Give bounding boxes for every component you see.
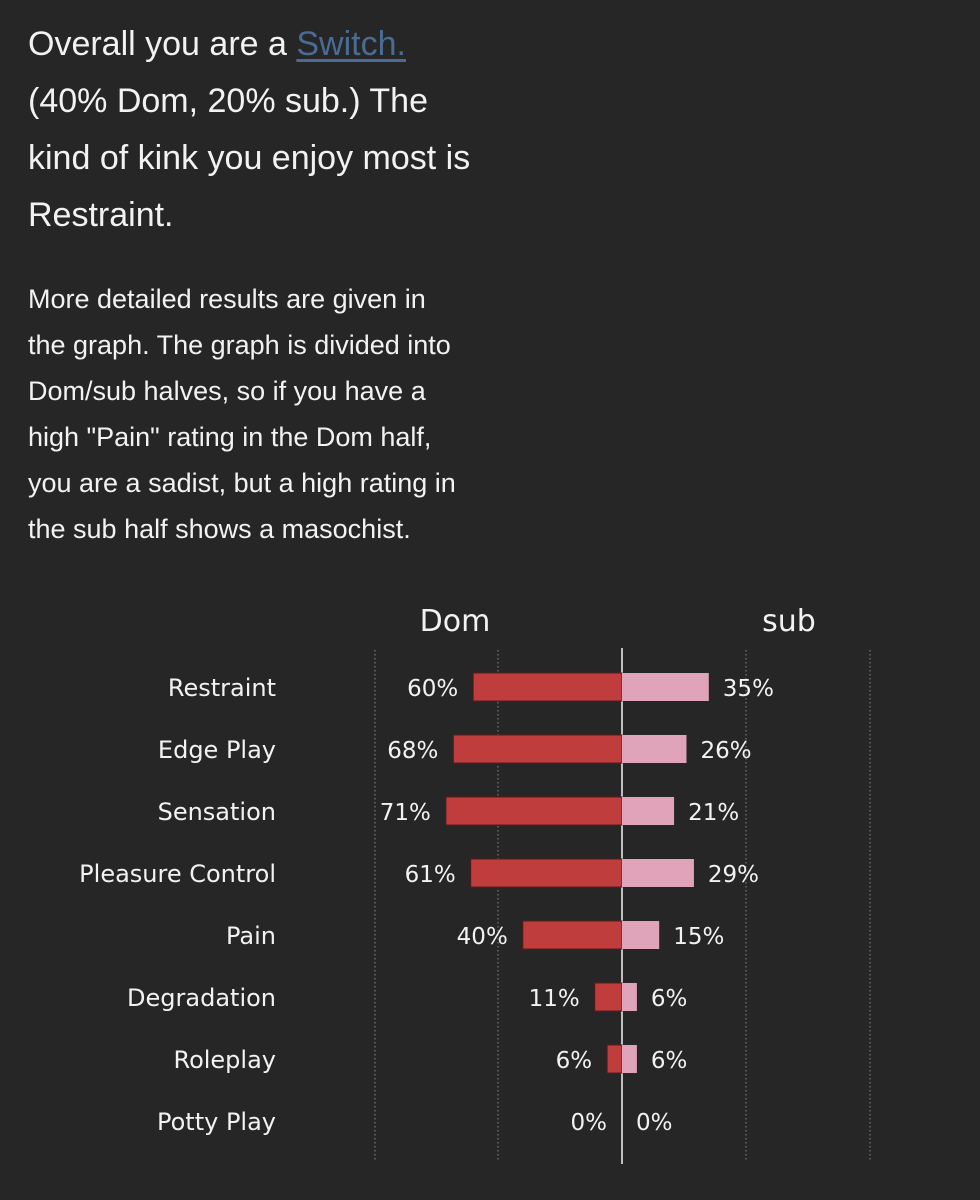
category-label: Pain bbox=[226, 922, 276, 950]
sub-bar bbox=[622, 1045, 637, 1073]
sub-value-label: 6% bbox=[651, 1048, 688, 1074]
sub-bar bbox=[622, 673, 709, 701]
category-label: Edge Play bbox=[158, 736, 276, 764]
dom-bar bbox=[522, 920, 623, 950]
summary-line4: Restraint. bbox=[28, 196, 174, 234]
kink-chart: Dom sub Restraint 60% 35% Edge Play 68% 26% Sens… bbox=[79, 604, 871, 1164]
dom-bar bbox=[445, 796, 623, 826]
sub-value-label: 26% bbox=[700, 738, 751, 764]
switch-link[interactable]: Switch. bbox=[296, 25, 406, 63]
dom-value-label: 0% bbox=[571, 1110, 608, 1136]
dom-value-label: 6% bbox=[556, 1048, 593, 1074]
sub-value-label: 6% bbox=[651, 986, 688, 1012]
dom-value-label: 61% bbox=[405, 862, 456, 888]
category-label: Pleasure Control bbox=[79, 860, 276, 888]
sub-bar bbox=[622, 859, 694, 887]
sub-value-label: 35% bbox=[723, 676, 774, 702]
dom-bar bbox=[470, 858, 623, 888]
category-label: Sensation bbox=[158, 798, 276, 826]
details-line4: high "Pain" rating in the Dom half, bbox=[28, 422, 432, 452]
details-line6: the sub half shows a masochist. bbox=[28, 514, 411, 544]
category-label: Restraint bbox=[168, 674, 276, 702]
sub-bar bbox=[622, 921, 660, 949]
category-label: Degradation bbox=[127, 984, 276, 1012]
sub-bar bbox=[622, 983, 637, 1011]
dom-value-label: 60% bbox=[407, 676, 458, 702]
sub-value-label: 0% bbox=[636, 1110, 673, 1136]
details-line2: the graph. The graph is divided into bbox=[28, 330, 451, 360]
sub-value-label: 29% bbox=[708, 862, 759, 888]
category-label: Potty Play bbox=[157, 1108, 276, 1136]
summary-prefix: Overall you are a bbox=[28, 25, 297, 63]
details-text: More detailed results are given in the gr… bbox=[28, 276, 548, 552]
summary-line2: (40% Dom, 20% sub.) The bbox=[28, 82, 428, 120]
summary-text: Overall you are a Switch. (40% Dom, 20% s… bbox=[28, 16, 548, 244]
dom-value-label: 11% bbox=[529, 986, 580, 1012]
details-line1: More detailed results are given in bbox=[28, 284, 426, 314]
details-line5: you are a sadist, but a high rating in bbox=[28, 468, 456, 498]
summary-line3: kind of kink you enjoy most is bbox=[28, 139, 471, 177]
sub-value-label: 21% bbox=[688, 800, 739, 826]
dom-bar bbox=[472, 672, 623, 702]
dom-value-label: 71% bbox=[380, 800, 431, 826]
dom-value-label: 68% bbox=[387, 738, 438, 764]
sub-header: sub bbox=[762, 604, 816, 639]
dom-header: Dom bbox=[420, 604, 491, 639]
details-line3: Dom/sub halves, so if you have a bbox=[28, 376, 426, 406]
category-label: Roleplay bbox=[173, 1046, 276, 1074]
dom-bar bbox=[452, 734, 623, 764]
sub-bar bbox=[622, 735, 687, 763]
dom-bar bbox=[606, 1044, 623, 1074]
sub-value-label: 15% bbox=[673, 924, 724, 950]
dom-value-label: 40% bbox=[457, 924, 508, 950]
dom-bar bbox=[594, 982, 623, 1012]
sub-bar bbox=[622, 797, 675, 825]
